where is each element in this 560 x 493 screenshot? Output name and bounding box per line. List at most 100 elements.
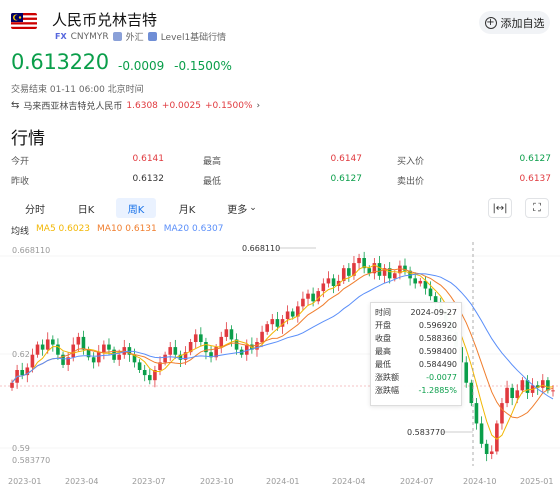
x-axis-label: 2023-07 xyxy=(132,477,165,486)
candle-body xyxy=(112,349,116,360)
min-price-label: 0.583770 xyxy=(407,428,445,437)
prev-close-label: 昨收 xyxy=(11,177,30,187)
candle-body xyxy=(234,339,239,350)
chevron-down-icon: ⌄ xyxy=(249,203,257,213)
candle-body xyxy=(199,334,203,342)
y-label-min: 0.583770 xyxy=(12,456,50,465)
candle-body xyxy=(377,263,382,276)
x-axis-label: 2024-10 xyxy=(463,477,496,486)
candle-body xyxy=(306,293,310,299)
high-value: 0.6147 xyxy=(330,154,363,164)
candle-body xyxy=(347,268,351,276)
change-percent: -0.1500% xyxy=(174,59,232,73)
candle-body xyxy=(505,387,509,404)
prev-close-value: 0.6132 xyxy=(132,174,165,184)
tip-high-label: 最高 xyxy=(375,347,391,356)
bid-label: 买入价 xyxy=(397,157,425,167)
ma10-value: MA10 0.6131 xyxy=(97,224,157,234)
candle-body xyxy=(260,331,264,342)
candle-body xyxy=(224,329,229,337)
candle-body xyxy=(107,344,111,350)
candle-body xyxy=(428,288,433,297)
candle-body xyxy=(535,385,540,388)
x-axis-label: 2024-07 xyxy=(400,477,433,486)
candle-body xyxy=(10,382,14,388)
ma-lines-group xyxy=(11,264,554,440)
candle-body xyxy=(25,367,30,376)
tab-monthly[interactable]: 月K xyxy=(178,204,196,216)
add-watchlist-label: 添加自选 xyxy=(500,16,545,30)
fit-width-button[interactable]: |↔| xyxy=(488,198,512,218)
tab-weekly[interactable]: 周K xyxy=(116,198,156,218)
tab-daily[interactable]: 日K xyxy=(77,204,95,216)
x-axis-labels: 2023-01 2023-04 2023-07 2023-10 2024-01 2024-… xyxy=(8,477,553,486)
candle-body xyxy=(520,380,525,391)
related-pair-link[interactable]: ⇆ 马来西亚林吉特兑人民币 1.6308 +0.0025 +0.1500% › xyxy=(11,99,260,112)
candle-body xyxy=(423,280,428,289)
x-axis-label: 2023-10 xyxy=(200,477,233,486)
candle-body xyxy=(341,268,346,281)
tab-intraday[interactable]: 分时 xyxy=(25,204,45,216)
tip-open-label: 开盘 xyxy=(375,321,391,330)
symbol-code: CNYMYR xyxy=(70,31,109,42)
low-label: 最低 xyxy=(203,177,222,187)
candle-body xyxy=(163,354,167,363)
candle-body xyxy=(546,380,550,391)
related-pair-change: +0.0025 xyxy=(161,100,201,111)
y-label-low: 0.59 xyxy=(12,444,30,453)
plus-circle-icon: + xyxy=(484,16,497,29)
tip-high-value: 0.598400 xyxy=(418,347,457,356)
candle-body xyxy=(382,268,387,276)
x-axis-label: 2023-01 xyxy=(8,477,41,486)
related-pair-name: 马来西亚林吉特兑人民币 xyxy=(23,102,123,112)
candle-body xyxy=(296,306,300,317)
bid-value: 0.6127 xyxy=(519,154,552,164)
candle-body xyxy=(193,334,198,342)
candle-body xyxy=(495,423,499,452)
candle-body xyxy=(326,278,331,284)
candle-body xyxy=(168,347,173,355)
candle-body xyxy=(35,344,40,355)
candle-body xyxy=(91,357,96,363)
candle-body xyxy=(270,319,275,325)
candle-body xyxy=(86,349,91,358)
candle-body xyxy=(76,336,81,345)
symbol-row: FX CNYMYR 外汇 Level1基础行情 xyxy=(55,30,227,44)
candle-body xyxy=(408,270,412,279)
candle-body xyxy=(500,403,504,424)
candle-body xyxy=(479,423,484,444)
price-change: -0.0009 -0.1500% xyxy=(118,59,232,73)
candle-body xyxy=(188,342,193,353)
candle-body xyxy=(285,311,290,320)
malaysia-flag-icon xyxy=(11,13,37,29)
ma10-line xyxy=(11,268,554,419)
fit-width-icon: |↔| xyxy=(492,202,508,214)
candle-body xyxy=(418,280,423,284)
add-watchlist-button[interactable]: + 添加自选 xyxy=(479,11,550,34)
category-label: 外汇 xyxy=(125,33,144,43)
candle-body xyxy=(275,319,280,327)
candle-body xyxy=(142,370,147,376)
open-label: 今开 xyxy=(11,157,30,167)
candlestick-chart[interactable]: 0.668110 0.62 0.59 0.583770 0.668110 0.5… xyxy=(0,236,560,493)
y-label-mid: 0.62 xyxy=(12,350,30,359)
candle-body xyxy=(81,336,86,350)
chevron-right-icon: › xyxy=(256,100,261,111)
candle-body xyxy=(316,291,321,302)
candle-body xyxy=(301,298,305,307)
candle-body xyxy=(214,347,218,358)
level-label: Level1基础行情 xyxy=(160,33,227,43)
candle-body xyxy=(209,352,213,358)
candle-body xyxy=(56,344,60,355)
tip-time-value: 2024-09-27 xyxy=(410,308,458,317)
related-pair-price: 1.6308 xyxy=(126,100,158,111)
candle-body xyxy=(474,403,479,424)
fullscreen-button[interactable]: ⛶ xyxy=(525,198,549,218)
candle-body xyxy=(321,283,326,292)
candle-body xyxy=(540,380,545,388)
tip-chg-label: 涨跌额 xyxy=(375,373,399,382)
candle-body xyxy=(66,357,70,365)
candle-body xyxy=(219,336,224,348)
candle-body xyxy=(71,344,76,358)
tab-more[interactable]: 更多 ⌄ xyxy=(220,198,264,218)
